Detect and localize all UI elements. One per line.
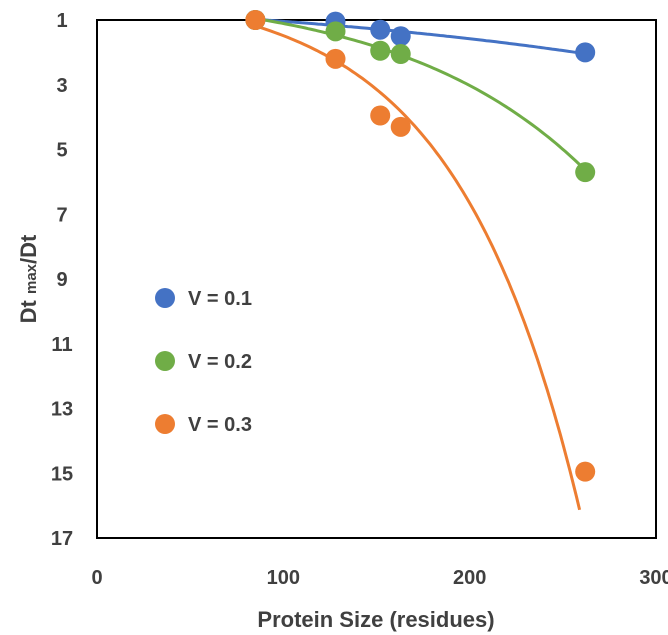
x-tick-label: 100 bbox=[267, 567, 300, 589]
y-tick-label: 9 bbox=[56, 269, 67, 291]
data-point bbox=[390, 116, 411, 137]
legend-label: V = 0.2 bbox=[188, 351, 252, 373]
legend-marker bbox=[155, 288, 175, 308]
data-point bbox=[325, 48, 346, 69]
data-point bbox=[390, 26, 411, 47]
data-point bbox=[370, 105, 391, 126]
y-tick-label: 15 bbox=[51, 463, 73, 485]
x-tick-label: 0 bbox=[91, 567, 102, 589]
legend-marker bbox=[155, 414, 175, 434]
y-axis-title-sub: max bbox=[23, 263, 40, 294]
data-point bbox=[245, 10, 266, 30]
x-tick-label: 200 bbox=[453, 567, 486, 589]
legend-label: V = 0.3 bbox=[188, 414, 252, 436]
x-tick-labels: 0 100 200 300 bbox=[91, 567, 668, 589]
y-tick-label: 1 bbox=[56, 10, 67, 32]
data-point bbox=[325, 21, 346, 42]
data-point bbox=[575, 461, 596, 482]
y-tick-label: 3 bbox=[56, 75, 67, 97]
x-tick-label: 300 bbox=[639, 567, 668, 589]
data-point bbox=[370, 40, 391, 61]
y-axis-title-main: Dt bbox=[16, 294, 41, 323]
trendline bbox=[255, 17, 586, 56]
data-point bbox=[575, 162, 596, 183]
data-point bbox=[370, 19, 391, 40]
legend-label: V = 0.1 bbox=[188, 288, 252, 310]
y-tick-label: 11 bbox=[51, 334, 72, 356]
y-tick-label: 5 bbox=[56, 140, 67, 162]
y-tick-label: 17 bbox=[51, 528, 73, 550]
y-axis-title: Dt max/Dt bbox=[16, 234, 41, 323]
data-points bbox=[245, 10, 596, 482]
legend: V = 0.1 V = 0.2 V = 0.3 bbox=[155, 288, 252, 436]
x-axis-title: Protein Size (residues) bbox=[257, 607, 494, 632]
plot-area bbox=[96, 19, 657, 539]
legend-marker bbox=[155, 351, 175, 371]
y-tick-label: 13 bbox=[51, 399, 73, 421]
trendlines bbox=[254, 17, 587, 511]
y-tick-label: 7 bbox=[56, 204, 67, 226]
data-point bbox=[575, 42, 596, 63]
y-axis-title-tail: /Dt bbox=[16, 234, 41, 264]
data-point bbox=[390, 43, 411, 64]
trendline bbox=[254, 24, 582, 511]
trendline bbox=[255, 17, 587, 172]
